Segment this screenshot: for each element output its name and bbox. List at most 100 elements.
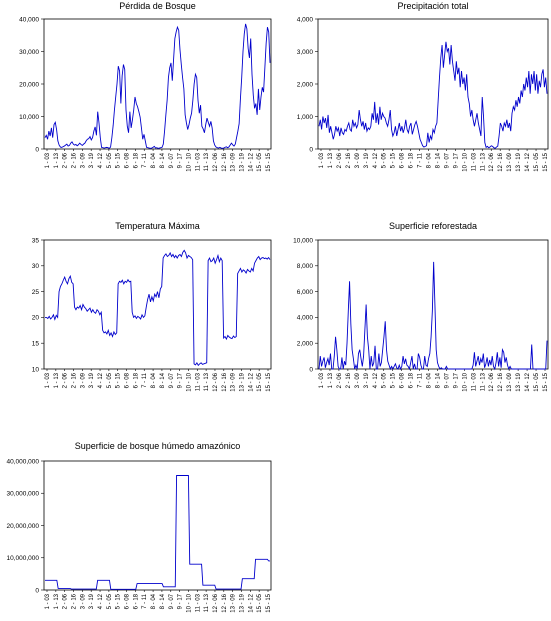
x-tick-label: 10 - 10 xyxy=(462,372,468,391)
x-tick-label: 11 - 03 xyxy=(195,372,201,391)
x-tick-label: 12 - 06 xyxy=(489,372,495,391)
x-tick-label: 15 - 05 xyxy=(257,152,263,171)
y-tick-label: 10 xyxy=(32,366,40,373)
x-tick-label: 10 - 10 xyxy=(186,152,192,171)
y-tick-label: 20,000,000 xyxy=(6,523,39,530)
x-tick-label: 12 - 06 xyxy=(489,152,495,171)
x-tick-label: 2 - 16 xyxy=(72,152,78,168)
x-tick-label: 6 - 18 xyxy=(133,372,139,388)
x-tick-label: 8 - 04 xyxy=(427,372,433,388)
y-tick-label: 4,000 xyxy=(297,315,314,322)
y-tick-label: 30,000 xyxy=(19,49,39,56)
x-tick-label: 5 - 15 xyxy=(391,152,397,168)
x-tick-label: 10 - 10 xyxy=(186,372,192,391)
x-tick-label: 5 - 05 xyxy=(107,593,113,609)
series-line xyxy=(318,41,548,149)
x-tick-label: 9 - 17 xyxy=(453,372,459,388)
x-tick-label: 15 - 05 xyxy=(534,372,540,391)
x-tick-label: 3 - 19 xyxy=(89,593,95,609)
plot-frame xyxy=(43,18,272,150)
x-tick-label: 8 - 04 xyxy=(151,372,157,388)
x-tick-label: 6 - 08 xyxy=(400,372,406,388)
chart-panel-2: Precipitación total 0 1,000 2,000 3,000 4,000… xyxy=(297,1,549,172)
x-tick-label: 3 - 19 xyxy=(364,372,370,388)
x-tick-label: 5 - 05 xyxy=(382,372,388,388)
x-tick-label: 1 - 03 xyxy=(319,372,325,388)
x-tick-label: 14 - 12 xyxy=(248,593,254,612)
plot-frame xyxy=(317,239,549,370)
x-tick-label: 3 - 09 xyxy=(80,152,86,168)
plot-frame xyxy=(43,239,272,370)
x-tick-label: 1 - 13 xyxy=(54,152,60,168)
x-tick-label: 12 - 06 xyxy=(213,152,219,171)
x-tick-label: 2 - 06 xyxy=(63,593,69,609)
x-tick-label: 5 - 05 xyxy=(107,372,113,388)
x-tick-label: 10 - 10 xyxy=(186,593,192,612)
x-tick-label: 9 - 07 xyxy=(169,372,175,388)
y-tick-label: 20 xyxy=(32,315,40,322)
y-tick-label: 0 xyxy=(309,146,313,153)
y-tick-label: 40,000 xyxy=(19,16,39,23)
x-tick-label: 6 - 18 xyxy=(133,152,139,168)
x-tick-label: 13 - 19 xyxy=(239,593,245,612)
x-tick-label: 14 - 12 xyxy=(525,152,531,171)
x-tick-label: 9 - 17 xyxy=(178,372,184,388)
chart-panel-5: Superficie de bosque húmedo amazónico 0 10… xyxy=(6,441,272,613)
x-tick-label: 4 - 12 xyxy=(98,152,104,168)
x-tick-label: 5 - 15 xyxy=(116,593,122,609)
x-tick-label: 1 - 13 xyxy=(328,372,334,388)
x-tick-label: 8 - 14 xyxy=(160,372,166,388)
x-tick-label: 6 - 18 xyxy=(409,152,415,168)
x-tick-label: 3 - 09 xyxy=(355,152,361,168)
x-tick-label: 3 - 19 xyxy=(89,152,95,168)
series-line xyxy=(318,261,548,371)
x-tick-label: 2 - 06 xyxy=(337,372,343,388)
y-tick-label: 10,000 xyxy=(19,114,39,121)
x-tick-label: 3 - 19 xyxy=(364,152,370,168)
x-tick-label: 15 - 05 xyxy=(257,372,263,391)
x-tick-label: 12 - 16 xyxy=(222,152,228,171)
x-tick-label: 7 - 11 xyxy=(418,152,424,168)
y-tick-label: 0 xyxy=(35,587,39,594)
y-tick-label: 1,000 xyxy=(297,114,314,121)
x-tick-label: 12 - 16 xyxy=(498,372,504,391)
chart-title: Temperatura Máxima xyxy=(115,221,200,231)
chart-panel-3: Temperatura Máxima 10 15 20 25 30 35 1 - 03 1 - … xyxy=(32,221,272,392)
x-tick-label: 11 - 13 xyxy=(480,152,486,171)
x-tick-label: 6 - 08 xyxy=(125,152,131,168)
x-tick-label: 2 - 16 xyxy=(72,372,78,388)
x-tick-label: 15 - 05 xyxy=(257,593,263,612)
x-tick-label: 6 - 18 xyxy=(133,593,139,609)
x-tick-label: 7 - 11 xyxy=(142,372,148,388)
x-tick-label: 15 - 15 xyxy=(543,152,549,171)
x-tick-label: 3 - 19 xyxy=(89,372,95,388)
x-tick-label: 12 - 06 xyxy=(213,593,219,612)
x-tick-label: 6 - 08 xyxy=(400,152,406,168)
y-tick-label: 20,000 xyxy=(19,81,39,88)
y-tick-label: 40,000,000 xyxy=(6,458,39,465)
x-tick-label: 9 - 07 xyxy=(444,372,450,388)
x-tick-label: 2 - 16 xyxy=(346,372,352,388)
chart-title: Pérdida de Bosque xyxy=(119,1,196,11)
x-tick-label: 1 - 03 xyxy=(45,372,51,388)
y-tick-label: 10,000,000 xyxy=(6,555,39,562)
x-tick-label: 12 - 06 xyxy=(213,372,219,391)
y-tick-label: 8,000 xyxy=(297,263,314,270)
y-tick-label: 30 xyxy=(32,263,40,270)
x-tick-label: 3 - 09 xyxy=(80,593,86,609)
x-tick-label: 2 - 06 xyxy=(63,152,69,168)
x-tick-label: 4 - 12 xyxy=(98,372,104,388)
x-tick-label: 9 - 07 xyxy=(444,152,450,168)
x-tick-label: 11 - 13 xyxy=(480,372,486,391)
x-tick-label: 8 - 14 xyxy=(435,152,441,168)
x-tick-label: 5 - 15 xyxy=(116,152,122,168)
x-tick-label: 15 - 15 xyxy=(266,593,272,612)
x-tick-label: 14 - 12 xyxy=(248,152,254,171)
x-tick-label: 9 - 17 xyxy=(178,593,184,609)
y-tick-label: 0 xyxy=(35,146,39,153)
x-tick-label: 8 - 04 xyxy=(151,593,157,609)
x-tick-label: 2 - 06 xyxy=(63,372,69,388)
y-tick-label: 0 xyxy=(309,366,313,373)
x-tick-label: 1 - 03 xyxy=(45,593,51,609)
